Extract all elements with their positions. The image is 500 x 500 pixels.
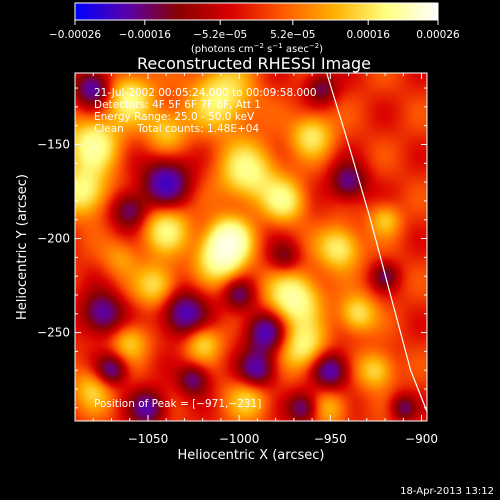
annotation-time-range: 21-Jul-2002 00:05:24.000 to 00:09:58.000	[94, 87, 317, 99]
x-tick-label: −1050	[128, 432, 169, 446]
colorbar-tick-label: 5.2e−05	[270, 29, 315, 41]
colorbar-tick-label: −5.2e−05	[193, 29, 247, 41]
plot-frame	[74, 72, 428, 422]
x-tick-label: −1000	[219, 432, 260, 446]
peak-position-label: Position of Peak = [−971,−231]	[94, 398, 261, 410]
y-axis-ticks	[75, 87, 427, 409]
x-tick-label: −950	[314, 432, 347, 446]
plot-area	[74, 72, 428, 422]
y-tick-label: −250	[37, 326, 70, 340]
y-tick-label: −150	[37, 137, 70, 151]
y-axis-tick-labels: −150 −200 −250	[37, 137, 70, 339]
colorbar-tick-label: −0.00016	[119, 29, 172, 41]
colorbar-tick-labels: −0.00026 −0.00016 −5.2e−05 5.2e−05 0.00016 0.…	[49, 29, 460, 41]
annotation-detectors: Detectors: 4F 5F 6F 7F 8F, Att 1	[94, 99, 261, 111]
colorbar-tick-label: 0.00016	[346, 29, 390, 41]
colorbar-tick-label: 0.00026	[416, 29, 460, 41]
colorbar-ticks	[74, 20, 439, 25]
colorbar-frame	[74, 2, 439, 21]
colorbar-gradient	[75, 3, 438, 20]
x-axis-title: Heliocentric X (arcsec)	[178, 448, 325, 463]
annotation-energy-range: Energy Range: 25.0 - 50.0 keV	[94, 111, 255, 123]
heatmap	[75, 73, 427, 421]
footer-timestamp: 18-Apr-2013 13:12	[400, 486, 494, 497]
colorbar: −0.00026 −0.00016 −5.2e−05 5.2e−05 0.00016 0.…	[49, 2, 460, 55]
info-annotations: 21-Jul-2002 00:05:24.000 to 00:09:58.000…	[94, 87, 317, 410]
x-tick-label: −900	[405, 432, 438, 446]
solar-limb-curve	[326, 72, 428, 412]
colorbar-tick-label: −0.00026	[49, 29, 102, 41]
chart-title: Reconstructed RHESSI Image	[137, 54, 371, 73]
colorbar-unit-label: (photons cm−2 s−1 asec−2)	[191, 42, 323, 55]
x-axis-tick-labels: −1050 −1000 −950 −900	[128, 432, 438, 446]
y-tick-label: −200	[37, 232, 70, 246]
annotation-clean-counts: Clean Total counts: 1.48E+04	[94, 123, 259, 135]
x-axis-ticks	[74, 73, 423, 421]
y-axis-title: Heliocentric Y (arcsec)	[15, 174, 30, 320]
